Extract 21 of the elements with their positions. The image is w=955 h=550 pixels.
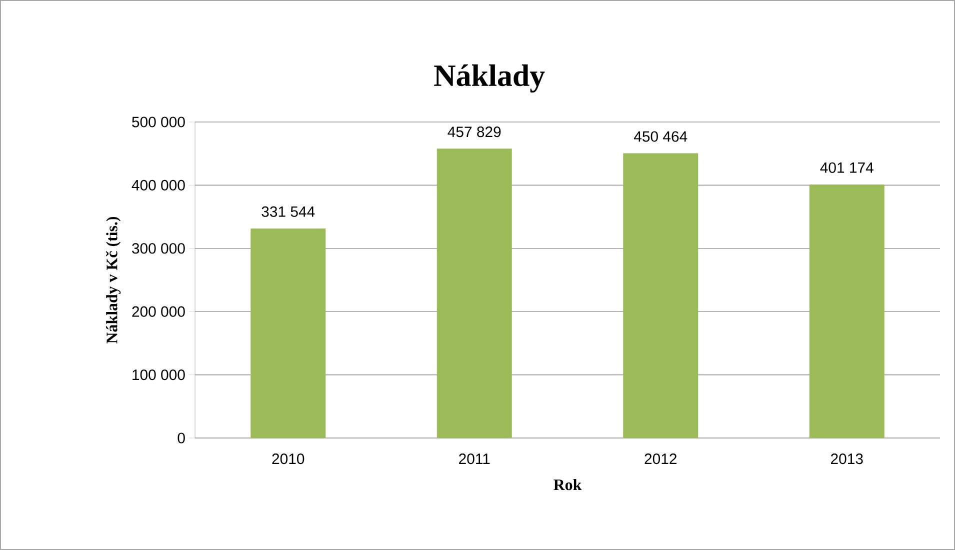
data-label: 401 174 [820, 162, 874, 173]
chart-title: Náklady [434, 64, 545, 93]
y-tick-label: 500 000 [132, 116, 185, 128]
x-axis-title: Rok [554, 478, 582, 490]
data-label: 457 829 [448, 126, 501, 138]
x-tick-label: 2010 [272, 454, 304, 464]
data-label: 331 544 [262, 206, 315, 217]
bar [809, 184, 884, 438]
bar [250, 228, 326, 438]
bar [623, 153, 698, 438]
y-tick-label: 100 000 [132, 370, 185, 380]
data-label: 450 464 [634, 131, 688, 142]
x-tick-label: 2012 [644, 454, 676, 464]
y-tick-label: 200 000 [132, 306, 185, 317]
bar [436, 148, 512, 438]
y-axis-title: Náklady v Kč (tis.) [106, 216, 121, 344]
y-tick-label: 300 000 [132, 243, 185, 254]
x-tick-label: 2013 [831, 454, 863, 464]
y-tick-label: 400 000 [132, 180, 185, 190]
x-tick-label: 2011 [459, 454, 490, 464]
y-tick-label: 0 [178, 432, 185, 444]
